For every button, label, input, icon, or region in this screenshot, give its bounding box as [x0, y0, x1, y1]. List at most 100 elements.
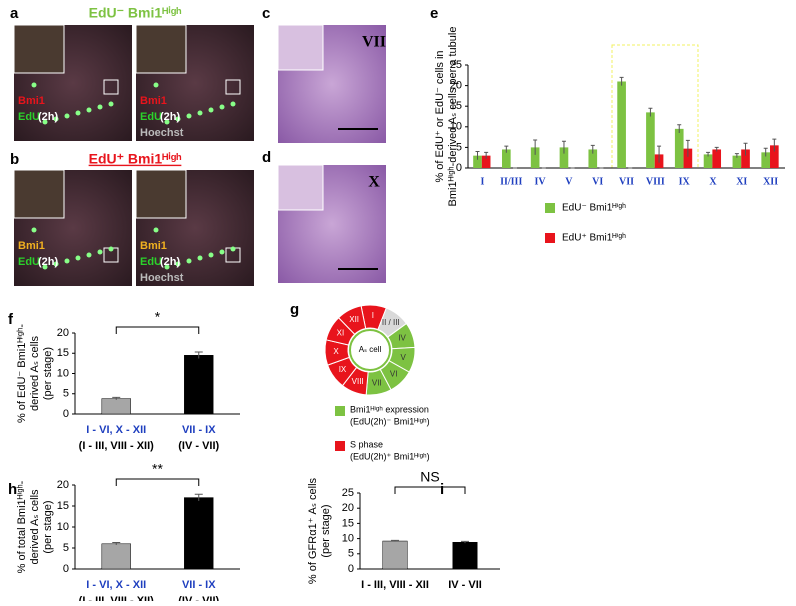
significance-bracket — [115, 478, 200, 486]
stage-label: I — [372, 311, 374, 320]
x-tick-label: VI — [592, 176, 603, 187]
image-label: (2h) — [38, 111, 59, 123]
error-bar — [194, 351, 203, 359]
cell — [197, 110, 203, 116]
zoom-box — [103, 79, 119, 95]
y-tick-label: 10 — [57, 521, 69, 533]
error-bar — [561, 140, 566, 154]
x-tick-label: VII - IX — [182, 579, 216, 591]
image-label: Bmi1 — [140, 240, 167, 252]
inset — [13, 169, 65, 219]
image-label: EdU — [18, 256, 40, 268]
x-tick-sublabel: (IV - VII) — [178, 595, 219, 601]
cell — [108, 101, 114, 107]
x-tick-label: I - VI, X - XII — [86, 579, 146, 591]
error-bar — [112, 542, 121, 546]
legend-swatch — [335, 406, 345, 416]
error-bar — [772, 138, 777, 152]
cell — [197, 255, 203, 261]
bar — [588, 149, 598, 168]
significance-bracket — [394, 486, 466, 494]
stage-label: X — [333, 347, 339, 356]
cell — [164, 264, 170, 270]
legend-label: Bmi1ᴴⁱᵍʰ expression — [350, 404, 429, 414]
cell — [97, 104, 103, 110]
cell — [208, 252, 214, 258]
y-tick-label: 5 — [456, 141, 462, 153]
cell — [53, 261, 59, 267]
error-bar — [461, 540, 469, 544]
error-bar — [619, 76, 624, 86]
stage-label: VII — [372, 378, 382, 387]
error-bar — [657, 145, 662, 163]
y-axis-label: derived Aₛ cells — [29, 489, 41, 565]
y-tick-label: 20 — [342, 502, 354, 514]
x-tick-sublabel: (IV - VII) — [178, 440, 219, 452]
inset — [135, 24, 187, 74]
cell — [208, 107, 214, 113]
stage-label: X — [368, 174, 380, 191]
bar — [703, 154, 713, 168]
panel-label: e — [430, 5, 438, 22]
bar — [382, 540, 408, 570]
y-tick-label: 10 — [342, 533, 354, 545]
bar — [741, 149, 750, 168]
cell — [153, 227, 159, 233]
cell — [42, 264, 48, 270]
stage-label: VII — [362, 34, 386, 51]
y-tick-label: 5 — [348, 548, 354, 560]
x-tick-sublabel: (I - III, VIII - XII) — [79, 440, 155, 452]
bar — [530, 147, 540, 168]
y-tick-label: 15 — [342, 517, 354, 529]
panel-label: h — [8, 481, 17, 498]
bar — [761, 152, 771, 168]
error-bar — [590, 144, 595, 154]
y-tick-label: 20 — [57, 327, 69, 339]
bar — [732, 155, 742, 168]
y-tick-label: 15 — [450, 100, 462, 112]
cell — [153, 82, 159, 88]
inset — [277, 24, 324, 71]
x-tick-label: V — [565, 176, 573, 187]
bar — [101, 543, 131, 570]
y-tick-label: 5 — [63, 542, 69, 554]
bar — [184, 497, 214, 570]
bar — [184, 355, 214, 415]
error-bar — [714, 146, 719, 152]
cell — [164, 119, 170, 125]
cell — [75, 255, 81, 261]
x-tick-label: VII - IX — [182, 424, 216, 436]
bar — [712, 149, 722, 168]
stage-label: IX — [339, 365, 347, 374]
legend-swatch — [335, 441, 345, 451]
panel-label: b — [10, 151, 19, 168]
x-tick-sublabel: (I - III, VIII - XII) — [79, 595, 155, 601]
cell — [75, 110, 81, 116]
cell — [86, 252, 92, 258]
error-bar — [484, 151, 489, 159]
image-label: EdU — [140, 256, 162, 268]
cell — [64, 258, 70, 264]
error-bar — [194, 493, 203, 501]
y-axis-label: (per stage) — [42, 347, 54, 400]
panel-label: i — [440, 481, 444, 498]
error-bar — [763, 147, 768, 157]
zoom-box — [225, 79, 241, 95]
cell — [219, 104, 225, 110]
y-tick-label: 10 — [450, 121, 462, 133]
stage-label: VIII — [352, 377, 364, 386]
bar — [559, 147, 569, 168]
panel-title: EdU⁻ Bmi1ᴴⁱᵍʰ — [89, 5, 182, 21]
y-tick-label: 25 — [450, 59, 462, 71]
x-tick-label: XI — [736, 176, 747, 187]
x-tick-label: I — [480, 176, 484, 187]
x-tick-label: I - VI, X - XII — [86, 424, 146, 436]
cell — [64, 113, 70, 119]
bar — [617, 81, 626, 168]
stage-label: XII — [349, 315, 359, 324]
y-axis-label: (per stage) — [320, 504, 332, 557]
cell — [42, 119, 48, 125]
inset — [277, 164, 324, 211]
significance: * — [155, 309, 161, 325]
